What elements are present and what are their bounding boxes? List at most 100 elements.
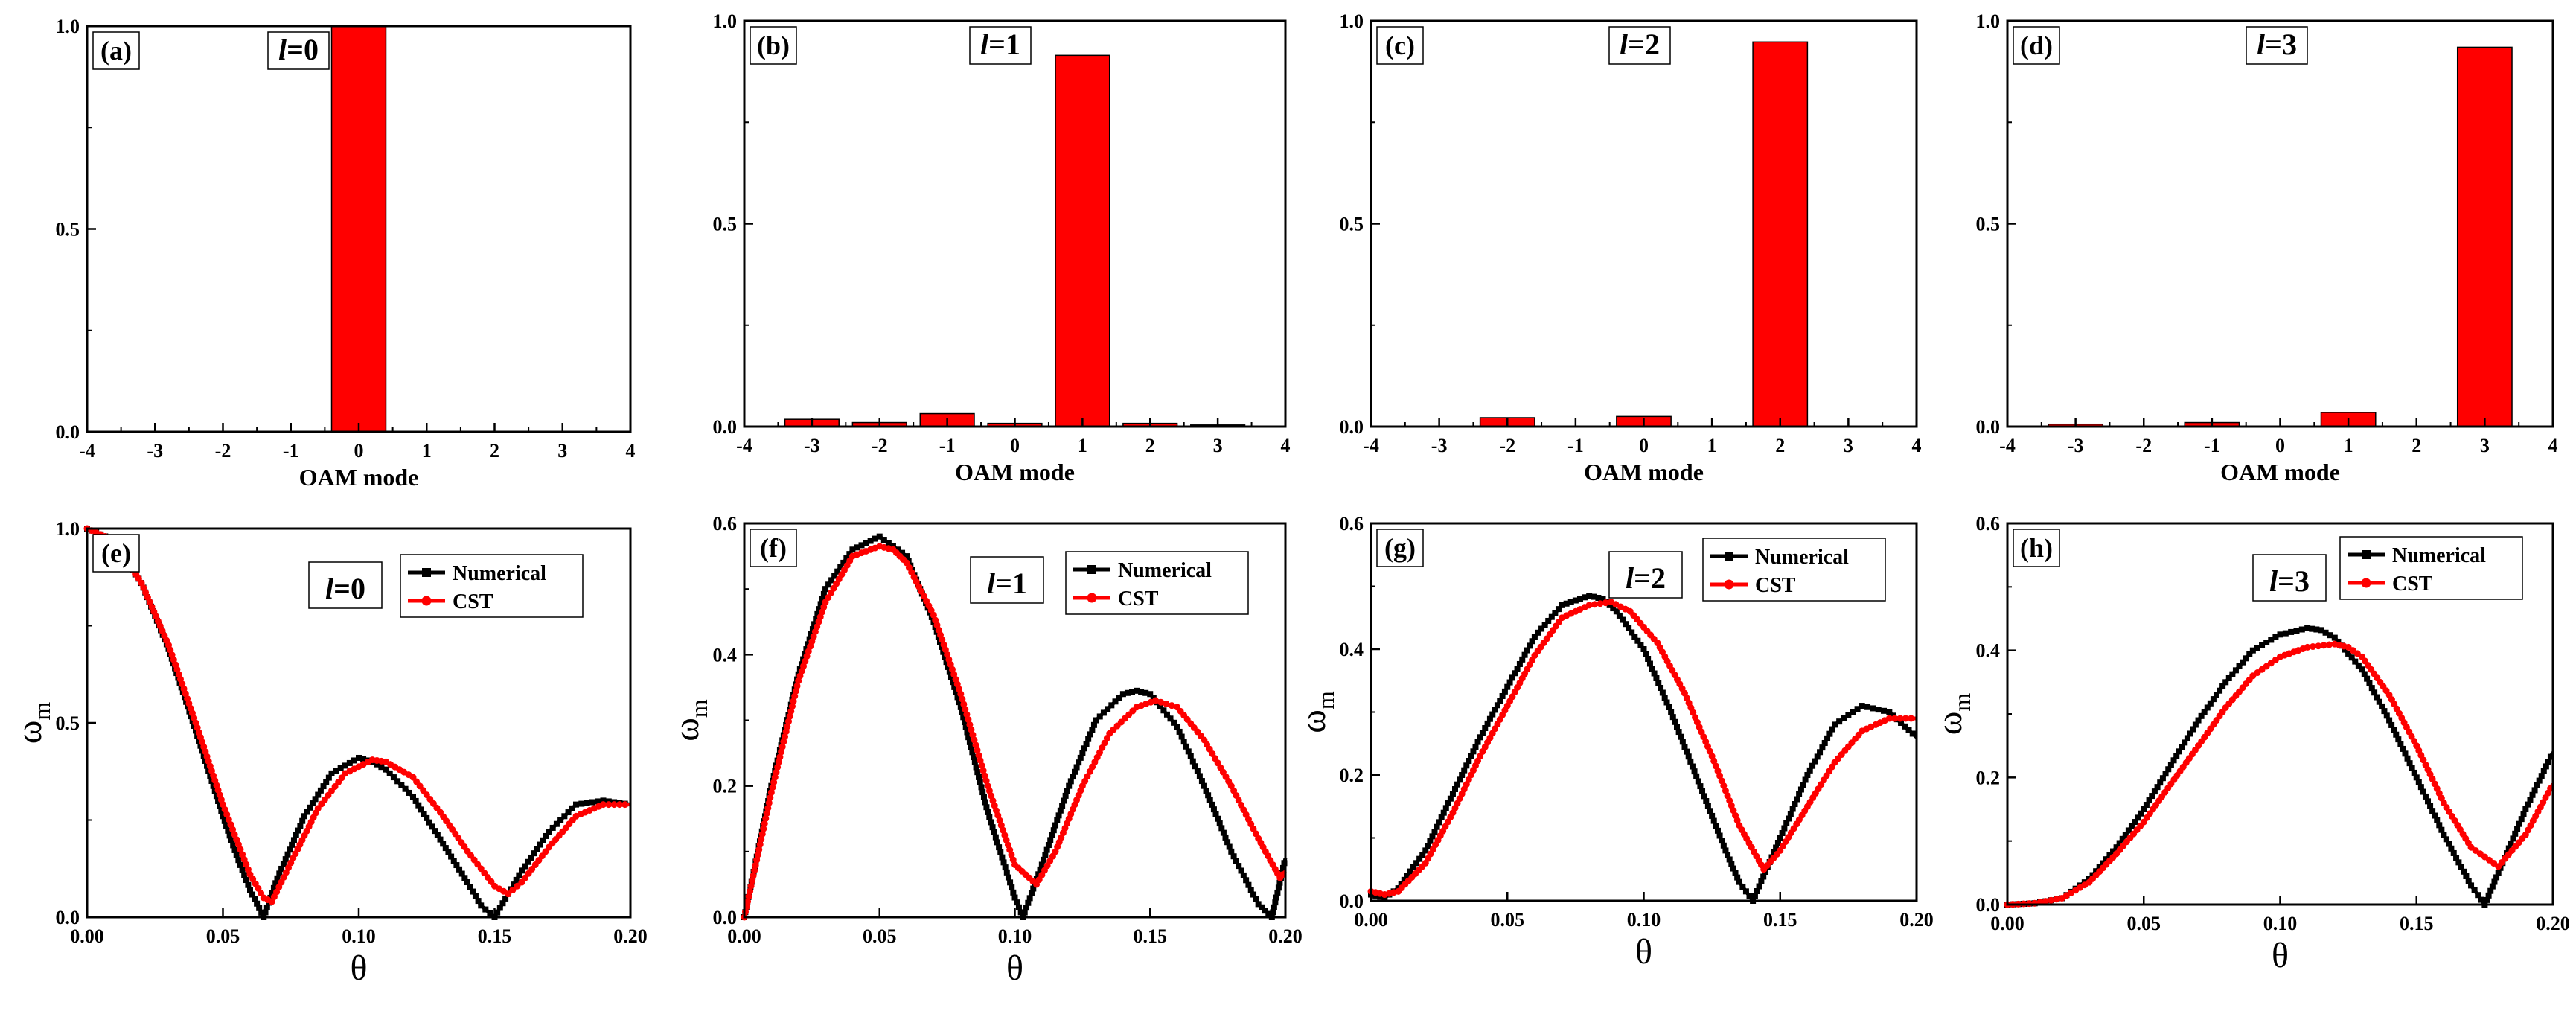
data-point xyxy=(978,784,985,791)
data-point xyxy=(394,778,401,785)
data-point xyxy=(543,832,549,839)
y-tick-label: 0.6 xyxy=(1976,513,2001,535)
data-point xyxy=(1073,764,1080,771)
y-axis-label-sub: m xyxy=(1949,693,1975,712)
data-point xyxy=(1781,825,1788,832)
y-tick-label: 1.0 xyxy=(1340,10,1364,32)
x-tick-label: -1 xyxy=(939,435,956,456)
data-point xyxy=(1187,753,1194,759)
panel-6: 0.00 0.05 0.10 0.15 0.20 0.0 0.2 0.4 0.6 θ ωm (f) l=… xyxy=(667,513,1303,988)
data-point xyxy=(885,540,892,546)
data-point xyxy=(817,601,824,607)
y-tick-label: 0.0 xyxy=(1340,416,1364,438)
data-point xyxy=(2520,811,2527,817)
data-point xyxy=(2366,680,2373,686)
legend-label-numerical: Numerical xyxy=(1755,546,1849,569)
data-point xyxy=(1704,803,1711,809)
data-point xyxy=(2402,750,2409,757)
data-point xyxy=(1180,739,1187,745)
data-point xyxy=(2116,840,2123,846)
data-point xyxy=(2132,819,2138,826)
data-point xyxy=(1401,876,1407,883)
mode-label-val: =0 xyxy=(333,572,365,605)
mode-label-val: =0 xyxy=(287,33,319,66)
data-point xyxy=(237,861,243,868)
data-point xyxy=(867,538,874,544)
data-point xyxy=(1142,689,1149,696)
data-point xyxy=(1468,753,1474,759)
legend-marker xyxy=(1725,552,1733,561)
data-point xyxy=(1646,660,1653,667)
data-point xyxy=(1262,908,1268,914)
data-point xyxy=(320,783,327,790)
x-tick-label: 0.00 xyxy=(1990,913,2024,934)
data-point xyxy=(1017,909,1024,916)
data-point xyxy=(239,867,246,873)
data-point xyxy=(2331,634,2338,641)
data-point xyxy=(1819,744,1826,751)
data-point xyxy=(2518,816,2525,823)
x-axis-label: OAM mode xyxy=(955,459,1075,485)
data-point xyxy=(1407,868,1413,875)
data-point xyxy=(578,800,585,807)
data-point xyxy=(284,851,291,858)
data-point xyxy=(791,692,799,700)
data-point xyxy=(1586,593,1593,599)
data-point xyxy=(1147,691,1154,698)
data-point xyxy=(1482,725,1489,732)
data-point xyxy=(745,893,752,900)
data-point xyxy=(2122,832,2129,838)
data-point xyxy=(2438,826,2445,833)
x-tick-label: 0.05 xyxy=(2127,913,2161,934)
data-point xyxy=(1703,798,1710,805)
data-point xyxy=(1655,680,1662,686)
data-point xyxy=(1567,599,1574,605)
data-point xyxy=(1276,879,1283,886)
data-point xyxy=(1730,865,1736,872)
data-point xyxy=(1509,674,1515,681)
data-point xyxy=(1519,656,1526,663)
y-tick-label: 0.6 xyxy=(1340,513,1364,535)
data-point xyxy=(1398,881,1404,887)
data-point xyxy=(820,590,827,597)
x-tick-label: -2 xyxy=(1499,435,1515,456)
data-point xyxy=(223,823,230,829)
panel-4: -4 -3 -2 -1 0 1 2 3 4 0.0 0.5 1.0 OAM mode (d) l=3 xyxy=(1976,10,2558,485)
data-point xyxy=(584,800,590,806)
data-point xyxy=(2371,689,2378,696)
data-point xyxy=(1007,879,1014,886)
data-point xyxy=(1779,830,1786,836)
data-point xyxy=(312,796,319,803)
data-point xyxy=(1196,773,1203,779)
mode-label-box xyxy=(969,26,1032,65)
data-point xyxy=(442,845,449,852)
data-point xyxy=(333,768,339,774)
legend-marker xyxy=(2361,578,2371,588)
data-point xyxy=(2143,802,2150,809)
data-point xyxy=(750,872,757,879)
data-point xyxy=(782,728,790,736)
data-point xyxy=(1129,689,1136,695)
data-point xyxy=(621,801,629,809)
data-point xyxy=(231,846,238,853)
data-point xyxy=(1021,909,1028,916)
data-point xyxy=(863,540,869,546)
data-point xyxy=(456,866,463,873)
data-point xyxy=(189,718,196,724)
data-point xyxy=(2167,762,2174,768)
legend-marker xyxy=(421,596,432,606)
data-point xyxy=(1238,867,1244,874)
data-point xyxy=(834,568,841,575)
data-point xyxy=(1466,757,1472,764)
data-point xyxy=(999,854,1006,861)
data-point xyxy=(1410,864,1417,870)
data-point xyxy=(960,701,968,708)
x-tick-label: -2 xyxy=(2135,435,2152,456)
y-axis-label: ωm xyxy=(667,699,712,741)
data-point xyxy=(974,747,981,754)
data-point xyxy=(771,774,779,781)
series-markers-cst xyxy=(741,543,1286,921)
data-point xyxy=(1746,893,1753,899)
y-axis-label-main: ω xyxy=(1930,712,1969,736)
data-point xyxy=(1531,634,1538,640)
